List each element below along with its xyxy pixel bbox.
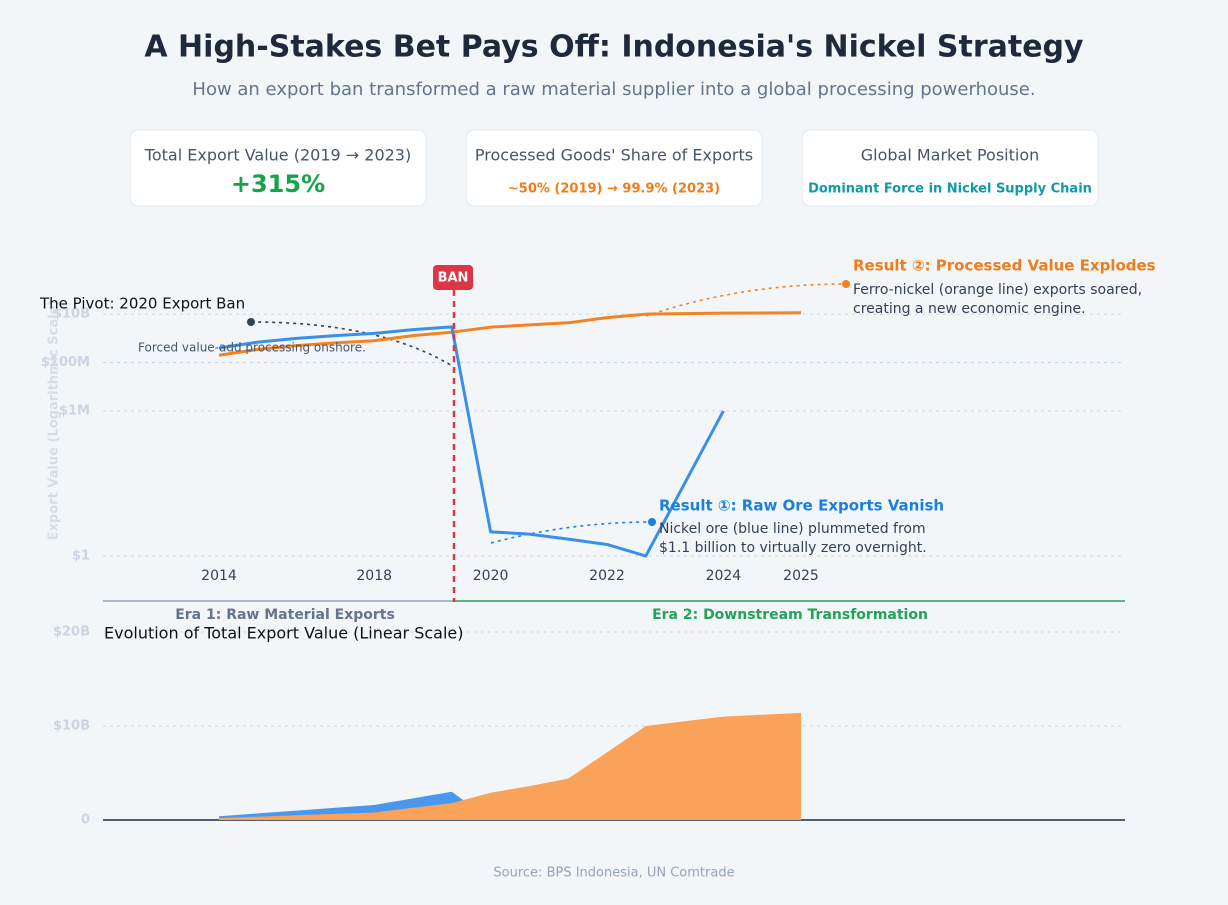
y-tick-label: $20B	[53, 625, 90, 640]
connector	[645, 283, 847, 317]
annotation-dot	[247, 318, 255, 326]
annotation-text: $1.1 billion to virtually zero overnight…	[659, 540, 927, 556]
x-tick-label: 2018	[356, 568, 392, 584]
connector	[250, 321, 453, 367]
x-tick-label: 2020	[473, 568, 509, 584]
annotation-dot	[648, 518, 656, 526]
chart-title: Evolution of Total Export Value (Linear …	[104, 624, 463, 643]
x-tick-label: 2024	[706, 568, 742, 584]
kpi-label: Processed Goods' Share of Exports	[475, 146, 753, 165]
ban-badge	[433, 265, 473, 290]
line	[218, 311, 802, 357]
kpi-card	[129, 129, 427, 207]
annotation-text: Forced value-add processing onshore.	[138, 341, 366, 355]
kpi-card	[801, 129, 1099, 207]
annotation-text: creating a new economic engine.	[853, 301, 1086, 317]
x-tick-label: 2022	[589, 568, 625, 584]
era-label: Era 1: Raw Material Exports	[175, 607, 395, 623]
kpi-label: Total Export Value (2019 → 2023)	[144, 146, 411, 165]
x-tick-label: 2025	[783, 568, 819, 584]
area	[219, 712, 801, 820]
y-axis-label: Export Value (Logarithmic Scale)	[47, 300, 62, 541]
y-tick-label: $10B	[53, 307, 90, 322]
subtitle: How an export ban transformed a raw mate…	[192, 79, 1035, 100]
ban-label: BAN	[438, 271, 469, 286]
y-tick-label: $10B	[53, 719, 90, 734]
kpi-value: ~50% (2019) → 99.9% (2023)	[508, 182, 720, 197]
title: A High-Stakes Bet Pays Off: Indonesia's …	[144, 30, 1084, 65]
source: Source: BPS Indonesia, UN Comtrade	[493, 866, 734, 881]
annotation-text: Nickel ore (blue line) plummeted from	[659, 521, 926, 537]
y-tick-label: 0	[81, 813, 90, 828]
annotation-title: Result ①: Raw Ore Exports Vanish	[659, 497, 944, 515]
kpi-value: +315%	[231, 170, 325, 198]
kpi-label: Global Market Position	[861, 146, 1040, 165]
y-tick-label: $100M	[41, 355, 90, 370]
kpi-value: Dominant Force in Nickel Supply Chain	[808, 182, 1092, 197]
annotation-text: Ferro-nickel (orange line) exports soare…	[853, 282, 1142, 298]
y-tick-label: $1	[72, 549, 90, 564]
x-tick-label: 2014	[201, 568, 237, 584]
annotation-dot	[842, 280, 850, 288]
line	[218, 325, 725, 558]
kpi-card	[465, 129, 763, 207]
era-label: Era 2: Downstream Transformation	[652, 607, 928, 623]
annotation-title: Result ②: Processed Value Explodes	[853, 257, 1156, 275]
y-tick-label: $1M	[59, 403, 90, 418]
annotation-title: The Pivot: 2020 Export Ban	[39, 295, 245, 313]
